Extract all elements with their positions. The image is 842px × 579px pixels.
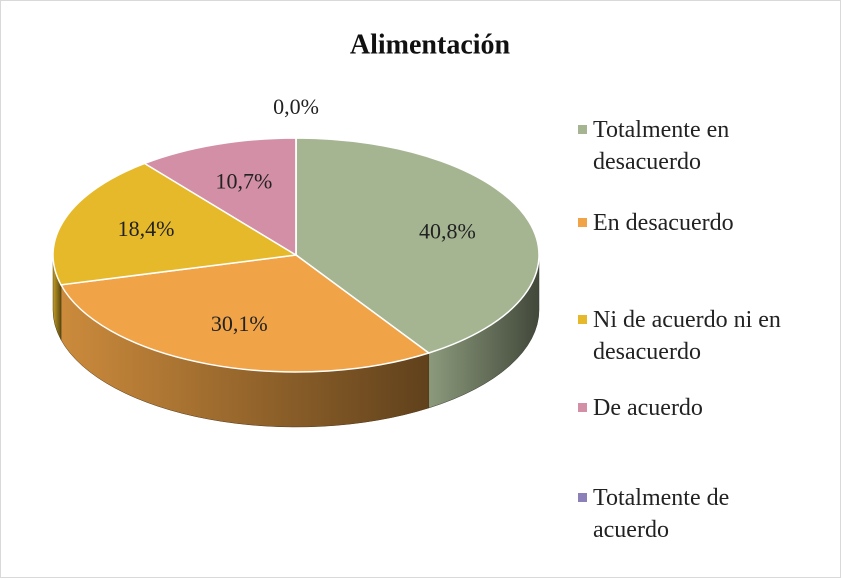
legend-label: Totalmente en desacuerdo bbox=[593, 117, 730, 175]
data-label: 30,1% bbox=[211, 311, 268, 336]
legend-item: Totalmente de acuerdo bbox=[578, 482, 788, 546]
legend-label: Totalmente de acuerdo bbox=[593, 485, 730, 543]
pie-slice bbox=[142, 137, 297, 257]
legend-label: En desacuerdo bbox=[593, 210, 734, 236]
data-label: 0,0% bbox=[273, 94, 319, 119]
legend-item: De acuerdo bbox=[578, 392, 788, 424]
legend-label: Ni de acuerdo ni en desacuerdo bbox=[593, 307, 781, 365]
legend-swatch bbox=[578, 218, 587, 227]
pie-slice bbox=[52, 162, 299, 286]
legend-swatch bbox=[578, 315, 587, 324]
data-label: 18,4% bbox=[118, 216, 175, 241]
legend-swatch bbox=[578, 403, 587, 412]
legend-item: Ni de acuerdo ni en desacuerdo bbox=[578, 304, 788, 368]
legend-label: De acuerdo bbox=[593, 395, 703, 421]
data-label: 40,8% bbox=[419, 218, 476, 243]
legend-item: Totalmente en desacuerdo bbox=[578, 114, 788, 178]
data-label: 10,7% bbox=[215, 168, 272, 193]
legend-swatch bbox=[578, 493, 587, 502]
chart-title: Alimentación bbox=[350, 29, 511, 60]
legend-swatch bbox=[578, 125, 587, 134]
pie-slice bbox=[59, 254, 431, 373]
legend-item: En desacuerdo bbox=[578, 207, 788, 239]
